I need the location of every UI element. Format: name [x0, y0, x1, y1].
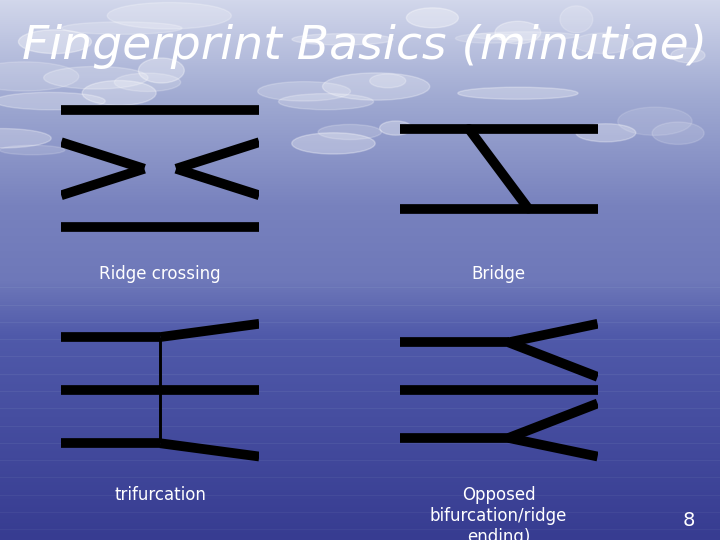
Ellipse shape	[618, 107, 692, 136]
Ellipse shape	[114, 73, 181, 91]
Ellipse shape	[0, 62, 78, 91]
Ellipse shape	[82, 80, 156, 105]
Ellipse shape	[495, 21, 541, 44]
Ellipse shape	[0, 92, 105, 110]
Text: Opposed
bifurcation/ridge
ending): Opposed bifurcation/ridge ending)	[430, 486, 567, 540]
Ellipse shape	[472, 32, 577, 40]
Ellipse shape	[652, 122, 704, 144]
Ellipse shape	[456, 33, 523, 43]
Ellipse shape	[318, 124, 382, 139]
Ellipse shape	[292, 33, 393, 45]
Ellipse shape	[369, 74, 406, 88]
Ellipse shape	[107, 3, 231, 29]
Ellipse shape	[0, 145, 65, 155]
Ellipse shape	[323, 73, 430, 100]
Text: 8: 8	[683, 511, 695, 530]
Ellipse shape	[671, 48, 705, 63]
Ellipse shape	[61, 22, 182, 35]
Ellipse shape	[44, 66, 148, 89]
Ellipse shape	[258, 82, 351, 101]
Ellipse shape	[138, 58, 184, 83]
Ellipse shape	[279, 93, 374, 110]
Text: Bridge: Bridge	[472, 265, 526, 282]
Ellipse shape	[406, 8, 459, 28]
Ellipse shape	[458, 87, 578, 99]
Text: Fingerprint Basics (minutiae): Fingerprint Basics (minutiae)	[22, 24, 707, 69]
Ellipse shape	[0, 129, 51, 148]
Ellipse shape	[292, 133, 375, 154]
Ellipse shape	[379, 121, 412, 135]
Ellipse shape	[560, 6, 593, 33]
Ellipse shape	[19, 30, 91, 53]
Ellipse shape	[576, 124, 636, 142]
Ellipse shape	[573, 33, 634, 53]
Text: trifurcation: trifurcation	[114, 486, 206, 504]
Text: Ridge crossing: Ridge crossing	[99, 265, 221, 282]
